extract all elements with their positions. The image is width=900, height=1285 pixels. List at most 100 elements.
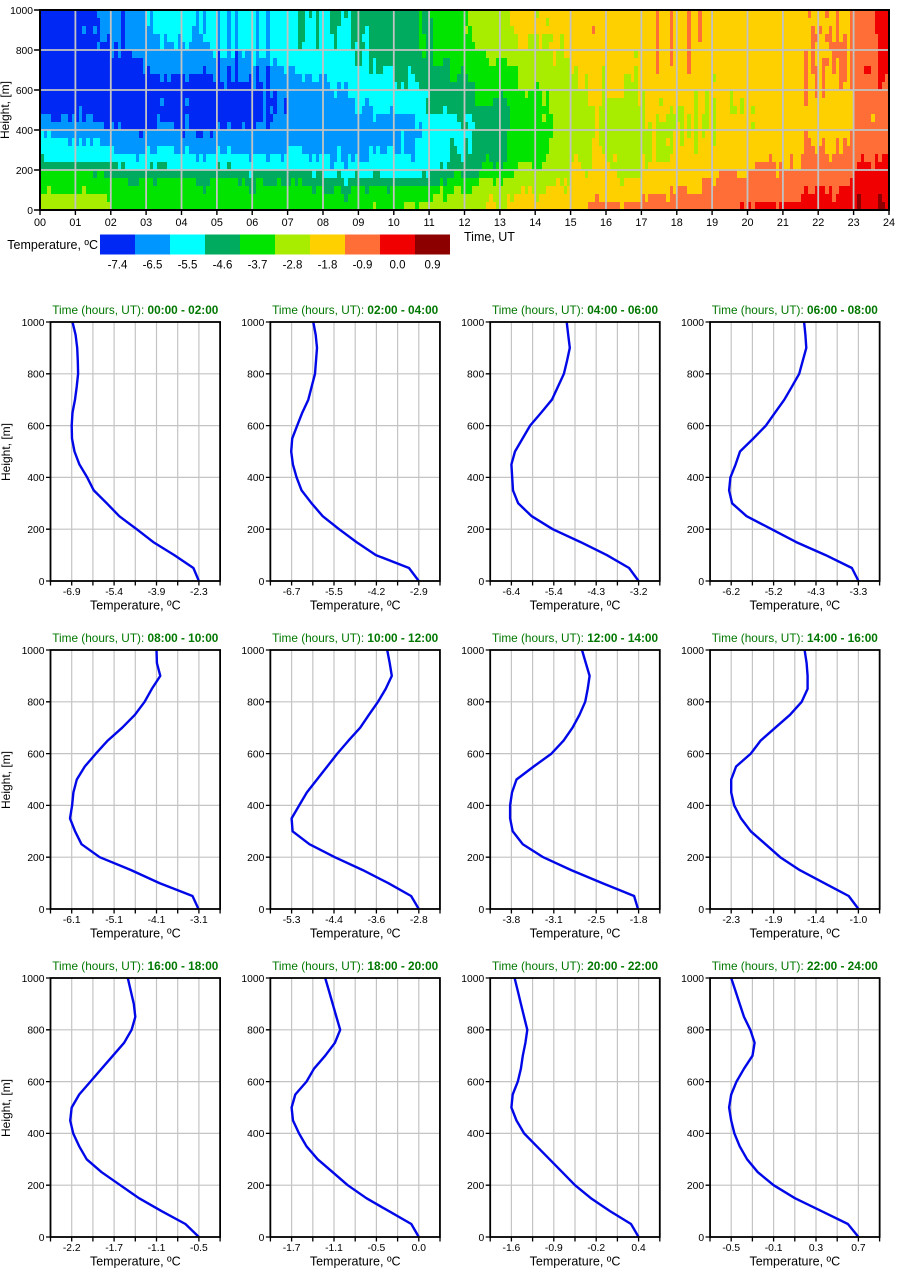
svg-text:-3.1: -3.1 bbox=[190, 915, 208, 926]
svg-text:01: 01 bbox=[69, 217, 81, 229]
svg-text:-0.9: -0.9 bbox=[353, 260, 373, 272]
svg-text:-2.8: -2.8 bbox=[410, 915, 428, 926]
svg-text:1000: 1000 bbox=[461, 974, 484, 985]
svg-text:Temperature, ºC: Temperature, ºC bbox=[749, 1255, 840, 1269]
svg-text:Height, [m]: Height, [m] bbox=[0, 751, 13, 809]
svg-text:400: 400 bbox=[467, 473, 484, 484]
svg-text:05: 05 bbox=[211, 217, 223, 229]
svg-text:600: 600 bbox=[467, 1077, 484, 1088]
svg-text:-5.3: -5.3 bbox=[283, 915, 301, 926]
svg-text:200: 200 bbox=[687, 525, 704, 536]
svg-text:-1.8: -1.8 bbox=[318, 260, 338, 272]
svg-text:600: 600 bbox=[27, 421, 44, 432]
svg-text:04: 04 bbox=[175, 217, 187, 229]
svg-text:400: 400 bbox=[687, 473, 704, 484]
svg-text:800: 800 bbox=[247, 1026, 264, 1037]
svg-text:400: 400 bbox=[687, 1129, 704, 1140]
svg-text:-1.4: -1.4 bbox=[807, 915, 825, 926]
svg-text:-6.7: -6.7 bbox=[283, 587, 301, 598]
svg-text:200: 200 bbox=[687, 1181, 704, 1192]
svg-text:0.7: 0.7 bbox=[851, 1243, 866, 1254]
svg-text:-3.8: -3.8 bbox=[503, 915, 521, 926]
svg-text:800: 800 bbox=[247, 370, 264, 381]
svg-text:13: 13 bbox=[494, 217, 506, 229]
svg-text:-3.1: -3.1 bbox=[545, 915, 563, 926]
svg-text:Time (hours, UT): 16:00 - 18:0: Time (hours, UT): 16:00 - 18:00 bbox=[52, 959, 219, 973]
svg-text:Temperature, ºC: Temperature, ºC bbox=[530, 1255, 621, 1269]
svg-text:0: 0 bbox=[39, 577, 45, 588]
svg-text:Temperature, ºC: Temperature, ºC bbox=[749, 927, 840, 941]
svg-text:Time (hours, UT): 14:00 - 16:0: Time (hours, UT): 14:00 - 16:00 bbox=[712, 631, 879, 645]
svg-text:Time (hours, UT): 08:00 - 10:0: Time (hours, UT): 08:00 - 10:00 bbox=[52, 631, 219, 645]
svg-text:Temperature, ºC: Temperature, ºC bbox=[530, 927, 621, 941]
svg-text:-4.3: -4.3 bbox=[807, 587, 825, 598]
svg-text:400: 400 bbox=[27, 473, 44, 484]
svg-text:400: 400 bbox=[247, 473, 264, 484]
svg-text:400: 400 bbox=[16, 126, 33, 137]
svg-text:1000: 1000 bbox=[241, 646, 264, 657]
svg-text:17: 17 bbox=[635, 217, 647, 229]
svg-text:0: 0 bbox=[698, 577, 704, 588]
svg-text:600: 600 bbox=[247, 421, 264, 432]
svg-text:200: 200 bbox=[247, 853, 264, 864]
svg-text:800: 800 bbox=[247, 698, 264, 709]
svg-text:400: 400 bbox=[27, 801, 44, 812]
svg-text:600: 600 bbox=[247, 749, 264, 760]
svg-text:200: 200 bbox=[27, 853, 44, 864]
svg-text:400: 400 bbox=[247, 1129, 264, 1140]
svg-text:0.0: 0.0 bbox=[390, 260, 406, 272]
svg-text:200: 200 bbox=[247, 1181, 264, 1192]
svg-text:Time, UT: Time, UT bbox=[464, 230, 515, 244]
svg-text:22: 22 bbox=[812, 217, 824, 229]
svg-text:0: 0 bbox=[259, 577, 265, 588]
svg-text:08: 08 bbox=[317, 217, 329, 229]
svg-text:0: 0 bbox=[478, 905, 484, 916]
svg-text:200: 200 bbox=[467, 853, 484, 864]
svg-text:1000: 1000 bbox=[241, 974, 264, 985]
svg-text:-6.1: -6.1 bbox=[63, 915, 81, 926]
svg-text:200: 200 bbox=[687, 853, 704, 864]
svg-text:200: 200 bbox=[27, 1181, 44, 1192]
svg-text:0: 0 bbox=[27, 206, 33, 217]
svg-text:Time (hours, UT): 00:00 - 02:0: Time (hours, UT): 00:00 - 02:00 bbox=[52, 303, 219, 317]
svg-text:1000: 1000 bbox=[22, 974, 45, 985]
svg-text:-0.5: -0.5 bbox=[368, 1243, 386, 1254]
svg-text:0: 0 bbox=[698, 1233, 704, 1244]
svg-text:400: 400 bbox=[27, 1129, 44, 1140]
svg-text:800: 800 bbox=[467, 370, 484, 381]
svg-text:800: 800 bbox=[687, 370, 704, 381]
svg-text:Temperature, ºC: Temperature, ºC bbox=[90, 1255, 181, 1269]
svg-text:Temperature, ºC: Temperature, ºC bbox=[530, 599, 621, 613]
svg-text:1000: 1000 bbox=[22, 646, 45, 657]
svg-text:-1.0: -1.0 bbox=[850, 915, 868, 926]
svg-text:-3.6: -3.6 bbox=[368, 915, 386, 926]
svg-text:1000: 1000 bbox=[681, 646, 704, 657]
svg-text:0.0: 0.0 bbox=[412, 1243, 427, 1254]
svg-text:1000: 1000 bbox=[461, 318, 484, 329]
svg-text:0: 0 bbox=[478, 1233, 484, 1244]
svg-text:-7.4: -7.4 bbox=[108, 260, 128, 272]
svg-text:-5.4: -5.4 bbox=[105, 587, 123, 598]
svg-text:-0.9: -0.9 bbox=[545, 1243, 563, 1254]
svg-text:-1.9: -1.9 bbox=[765, 915, 783, 926]
svg-text:200: 200 bbox=[16, 166, 33, 177]
svg-text:-3.7: -3.7 bbox=[248, 260, 268, 272]
svg-text:-1.6: -1.6 bbox=[503, 1243, 521, 1254]
svg-text:0: 0 bbox=[698, 905, 704, 916]
svg-text:Time (hours, UT): 10:00 - 12:0: Time (hours, UT): 10:00 - 12:00 bbox=[272, 631, 439, 645]
svg-text:800: 800 bbox=[27, 1026, 44, 1037]
svg-text:Temperature, ºC: Temperature, ºC bbox=[749, 599, 840, 613]
svg-text:200: 200 bbox=[247, 525, 264, 536]
svg-text:-4.1: -4.1 bbox=[148, 915, 166, 926]
svg-text:Temperature, ºC: Temperature, ºC bbox=[90, 927, 181, 941]
svg-text:Height, [m]: Height, [m] bbox=[0, 81, 12, 139]
svg-text:-1.1: -1.1 bbox=[325, 1243, 343, 1254]
svg-text:600: 600 bbox=[467, 749, 484, 760]
svg-text:800: 800 bbox=[687, 1026, 704, 1037]
svg-text:1000: 1000 bbox=[241, 318, 264, 329]
svg-text:0: 0 bbox=[478, 577, 484, 588]
svg-text:-4.3: -4.3 bbox=[587, 587, 605, 598]
svg-text:06: 06 bbox=[246, 217, 258, 229]
svg-text:21: 21 bbox=[777, 217, 789, 229]
svg-text:800: 800 bbox=[27, 370, 44, 381]
